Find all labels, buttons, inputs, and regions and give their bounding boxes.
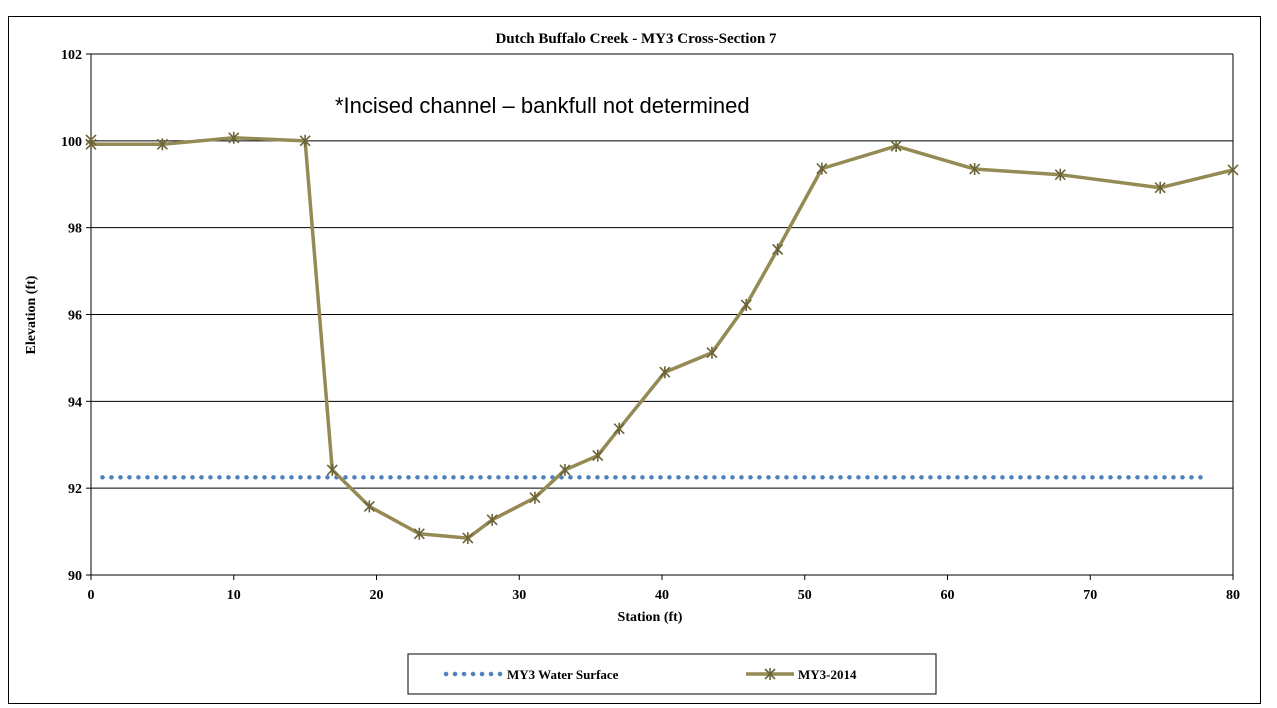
chart-annotation: *Incised channel – bankfull not determin… [335, 93, 750, 118]
x-tick-label: 50 [798, 588, 812, 603]
chart-title: Dutch Buffalo Creek - MY3 Cross-Section … [495, 31, 777, 47]
x-tick-label: 10 [227, 588, 241, 603]
legend: MY3 Water Surface MY3-2014 [408, 654, 936, 694]
data-point [773, 243, 783, 255]
y-tick-labels: 90 92 94 96 98 100 102 [61, 48, 82, 584]
y-axis-title: Elevation (ft) [24, 275, 39, 354]
x-tick-label: 60 [941, 588, 955, 603]
x-tick-labels: 0 10 20 30 40 50 60 70 80 [88, 575, 1241, 603]
legend-label-water-surface: MY3 Water Surface [507, 667, 619, 682]
x-tick-label: 20 [370, 588, 384, 603]
x-axis-title: Station (ft) [618, 610, 683, 625]
y-tick-label: 100 [61, 135, 82, 150]
data-point [741, 299, 751, 311]
y-tick-label: 92 [68, 482, 82, 497]
y-tick-label: 98 [68, 222, 82, 237]
x-tick-label: 0 [88, 588, 95, 603]
legend-label-my3-2014: MY3-2014 [798, 667, 857, 682]
x-tick-label: 30 [512, 588, 526, 603]
data-point [327, 464, 337, 476]
y-tick-label: 102 [61, 48, 82, 63]
y-tick-label: 90 [68, 569, 82, 584]
y-tick-label: 94 [68, 395, 82, 410]
x-tick-label: 40 [655, 588, 669, 603]
x-tick-label: 80 [1226, 588, 1240, 603]
x-tick-label: 70 [1083, 588, 1097, 603]
y-tick-label: 96 [68, 309, 82, 324]
data-point [614, 423, 624, 435]
gridlines [86, 54, 1233, 575]
legend-box [408, 654, 936, 694]
series-layer [86, 132, 1238, 544]
